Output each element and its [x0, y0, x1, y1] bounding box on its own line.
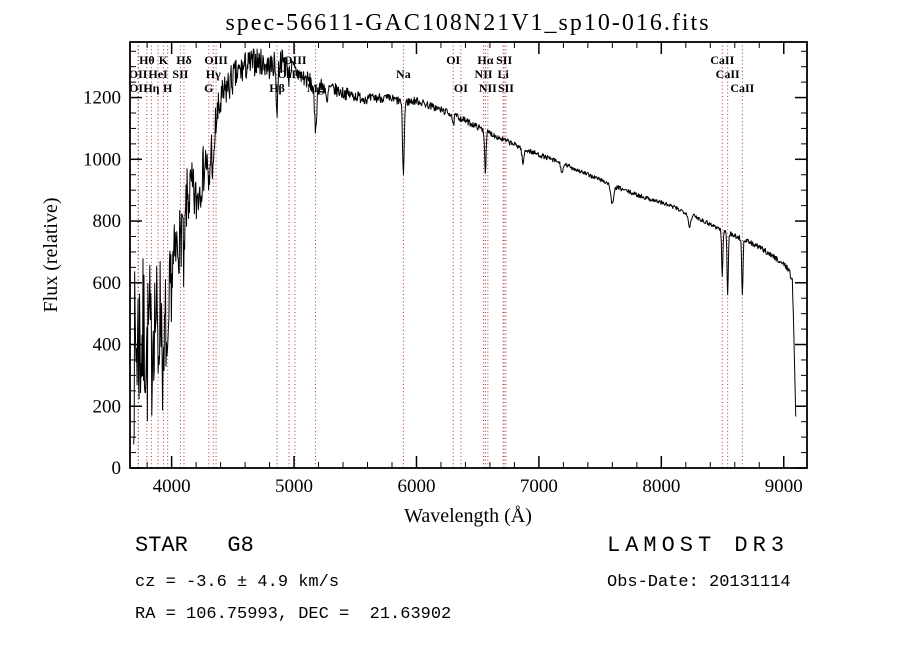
spectral-line-label: Hβ [269, 81, 285, 95]
spectral-line-label: Na [396, 67, 411, 81]
spectral-line-label: SII [496, 53, 512, 67]
spectral-line-label: Mg [307, 81, 324, 95]
obs-date-text: Obs-Date: 20131114 [607, 573, 791, 592]
y-axis-tick-label: 400 [93, 335, 122, 356]
spectral-line-label: Li [497, 67, 509, 81]
spectral-line-label: SII [172, 67, 188, 81]
y-axis-tick-label: 1000 [83, 149, 121, 170]
y-axis-tick-label: 0 [112, 458, 122, 479]
ra-dec-text: RA = 106.75993, DEC = 21.63902 [135, 605, 451, 624]
spectral-line-label: OIII [277, 67, 301, 81]
spectral-line-label: CaII [730, 81, 754, 95]
plot-generated-content: 4000 5000 6000 7000 8000 9000 0 200 400 600 800 100… [83, 41, 808, 497]
survey-release-label: LAMOST DR3 [607, 533, 789, 558]
spectral-line-label: Hα [477, 53, 493, 67]
x-axis-tick-label: 5000 [275, 476, 313, 497]
spectral-line-label: CaII [716, 67, 740, 81]
spectral-line-label: K [159, 53, 169, 67]
spectral-line-label: OIII [204, 53, 228, 67]
spectral-line-label: SII [498, 81, 514, 95]
spectral-line-label: OI [454, 81, 468, 95]
y-axis-tick-label: 1200 [83, 88, 121, 109]
spectral-line-label: OI [446, 53, 460, 67]
x-axis-tick-label: 9000 [765, 476, 803, 497]
spectral-line-label: NII [479, 81, 497, 95]
spectral-line-label: NII [475, 67, 493, 81]
y-axis-label: Flux (relative) [40, 198, 62, 313]
x-axis-tick-label: 4000 [153, 476, 191, 497]
spectral-line-label: OIII [283, 53, 307, 67]
object-class-label: STAR G8 [135, 533, 254, 558]
spectral-line-label: G [204, 81, 213, 95]
x-axis-tick-label: 8000 [642, 476, 680, 497]
spectral-line-label: Hγ [206, 67, 221, 81]
plot-title: spec-56611-GAC108N21V1_sp10-016.fits [225, 10, 710, 36]
y-axis-tick-label: 800 [93, 211, 122, 232]
spectral-line-label: H [163, 81, 173, 95]
spectral-line-label: HeI [148, 67, 168, 81]
x-axis-tick-label: 6000 [397, 476, 435, 497]
spectral-line-label: CaII [710, 53, 734, 67]
spectrum-trace [133, 48, 797, 445]
spectral-line-label: OII [129, 81, 148, 95]
plot-frame [129, 41, 808, 469]
spectral-line-label: Hη [143, 81, 159, 95]
cz-velocity-text: cz = -3.6 ± 4.9 km/s [135, 573, 339, 592]
spectral-line-label: OII [129, 67, 148, 81]
spectral-line-label: Hδ [176, 53, 192, 67]
x-axis-tick-label: 7000 [520, 476, 558, 497]
y-axis-tick-label: 200 [93, 396, 122, 417]
spectral-line-label: Hθ [139, 53, 155, 67]
x-axis-label: Wavelength (Å) [404, 505, 532, 527]
y-axis-tick-label: 600 [93, 273, 122, 294]
